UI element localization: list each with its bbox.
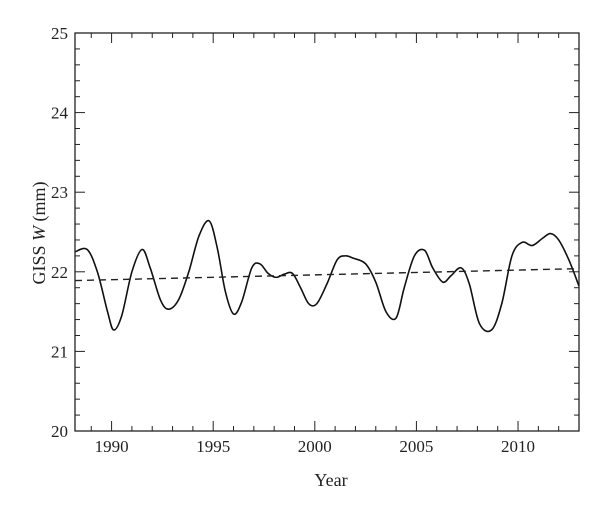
labels-layer: 1990 1995 2000 2005 2010 20 21 22 23 24 25 (51, 24, 535, 456)
x-tick-label: 1990 (95, 437, 129, 456)
y-tick-label: 24 (51, 104, 69, 123)
x-axis-title: Year (314, 470, 347, 490)
y-axis-title: GISS W (mm) (29, 181, 50, 284)
y-tick-label: 22 (51, 263, 68, 282)
y-axis-title-var: W (29, 224, 49, 241)
plot-frame (74, 32, 580, 432)
series-line (74, 219, 580, 333)
y-tick-label: 25 (51, 24, 68, 43)
trend-line (74, 267, 580, 282)
series-layer (74, 219, 580, 333)
x-tick-label: 2000 (298, 437, 332, 456)
y-tick-label: 23 (51, 183, 68, 202)
x-tick-label: 2005 (399, 437, 433, 456)
x-tick-label: 1995 (196, 437, 230, 456)
y-tick-label: 21 (51, 342, 68, 361)
y-axis-title-unit: (mm) (29, 181, 50, 226)
y-tick-label: 20 (51, 422, 68, 441)
x-tick-label: 2010 (501, 437, 535, 456)
ticks-layer (75, 32, 580, 432)
y-axis-title-main: GISS (29, 241, 49, 285)
